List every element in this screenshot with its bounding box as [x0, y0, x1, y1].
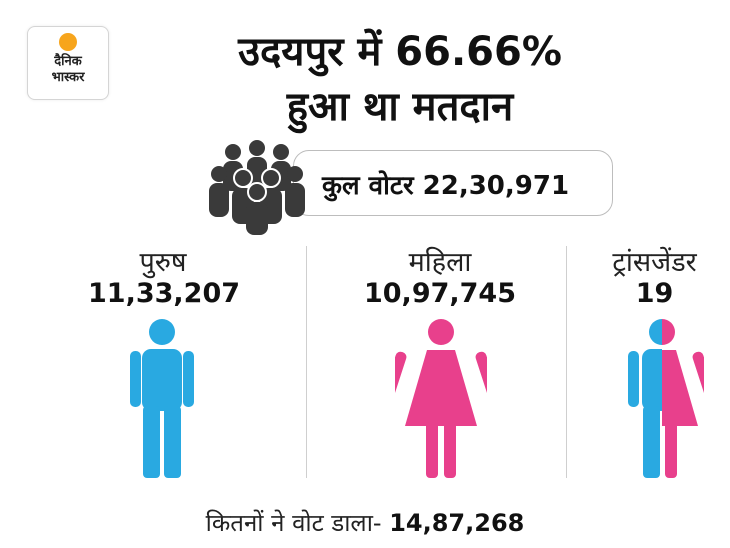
- female-figure-icon: [395, 319, 487, 478]
- total-voters-label: कुल वोटर: [322, 171, 414, 201]
- female-label: महिला: [408, 247, 472, 278]
- male-column: पुरुष 11,33,207: [88, 247, 241, 310]
- votes-cast-footer: कितनों ने वोट डाला- 14,87,268: [0, 506, 730, 539]
- transgender-label: ट्रांसजेंडर: [612, 247, 697, 278]
- male-figure-icon: [130, 319, 194, 478]
- logo-line-1: दैनिक: [54, 54, 82, 69]
- votes-cast-label: कितनों ने वोट डाला-: [205, 509, 382, 537]
- column-divider: [566, 246, 567, 478]
- votes-cast-value: 14,87,268: [389, 509, 525, 537]
- crowd-icon: [209, 140, 305, 235]
- male-label: पुरुष: [139, 247, 187, 278]
- female-column: महिला 10,97,745: [360, 248, 520, 310]
- sun-icon: [59, 33, 77, 51]
- transgender-count: 19: [635, 278, 674, 309]
- male-count: 11,33,207: [88, 278, 241, 309]
- total-voters-text: कुल वोटर 22,30,971: [322, 166, 569, 202]
- transgender-figure-icon: [628, 319, 704, 478]
- headline-line-1: उदयपुर में 66.66%: [238, 29, 562, 75]
- female-count: 10,97,745: [363, 278, 517, 309]
- dainik-bhaskar-logo: दैनिक भास्कर: [27, 26, 109, 100]
- headline-line-2: हुआ था मतदान: [286, 84, 514, 130]
- column-divider: [306, 246, 307, 478]
- logo-line-2: भास्कर: [51, 70, 85, 85]
- total-voters-box: [293, 150, 613, 216]
- total-voters-value: 22,30,971: [422, 171, 570, 201]
- transgender-column: ट्रांसजेंडर 19: [592, 248, 717, 310]
